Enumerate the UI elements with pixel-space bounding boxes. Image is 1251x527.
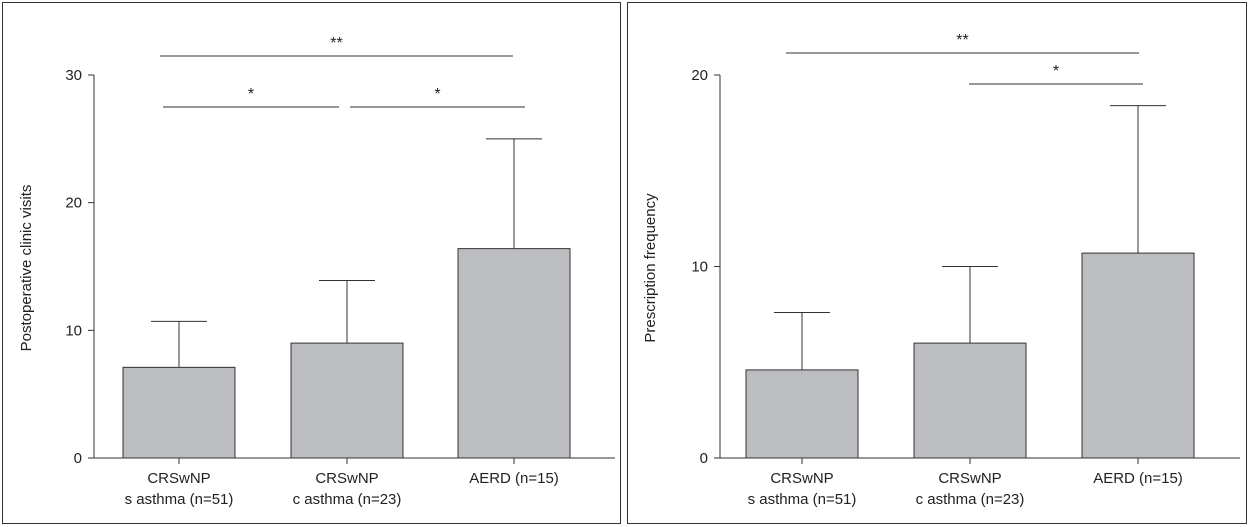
x-tick-label: AERD (n=15): [1093, 470, 1183, 487]
bar: [290, 342, 404, 459]
x-tick-label: CRSwNP: [938, 470, 1001, 487]
x-tick-label: c asthma (n=23): [293, 491, 402, 508]
y-tick-label: 10: [65, 322, 82, 339]
significance-label: *: [248, 86, 254, 103]
y-axis-label: Postoperative clinic visits: [18, 185, 35, 352]
y-tick-label: 30: [65, 67, 82, 84]
significance-label: *: [1053, 63, 1059, 80]
x-tick-label: CRSwNP: [315, 470, 378, 487]
x-tick-label: CRSwNP: [147, 470, 210, 487]
y-tick-label: 20: [691, 67, 708, 84]
chart-clinic-visits: 0 10 20 30 Postoperative clinic visits CRSwNP…: [18, 35, 615, 508]
significance-label: *: [434, 86, 440, 103]
bar: [1081, 252, 1195, 459]
chart-panel-right: 0 10 20 Prescription frequency CRSwNP s asthm…: [627, 2, 1247, 524]
chart-panel-left: 0 10 20 30 Postoperative clinic visits CRSwNP…: [2, 2, 621, 524]
bar: [745, 369, 859, 459]
significance-label: **: [956, 32, 968, 49]
x-tick-label: s asthma (n=51): [748, 491, 857, 508]
bar: [122, 366, 236, 459]
y-tick-label: 10: [691, 259, 708, 276]
bar: [913, 342, 1027, 459]
y-tick-label: 20: [65, 195, 82, 212]
x-tick-label: AERD (n=15): [469, 470, 559, 487]
x-tick-label: s asthma (n=51): [125, 491, 234, 508]
bar: [457, 248, 571, 459]
significance-label: **: [330, 35, 342, 52]
x-tick-label: CRSwNP: [770, 470, 833, 487]
x-tick-label: c asthma (n=23): [916, 491, 1025, 508]
y-tick-label: 0: [700, 450, 708, 467]
chart-prescription-frequency: 0 10 20 Prescription frequency CRSwNP s asthm…: [642, 32, 1240, 508]
y-axis-label: Prescription frequency: [642, 193, 659, 343]
y-tick-label: 0: [74, 450, 82, 467]
